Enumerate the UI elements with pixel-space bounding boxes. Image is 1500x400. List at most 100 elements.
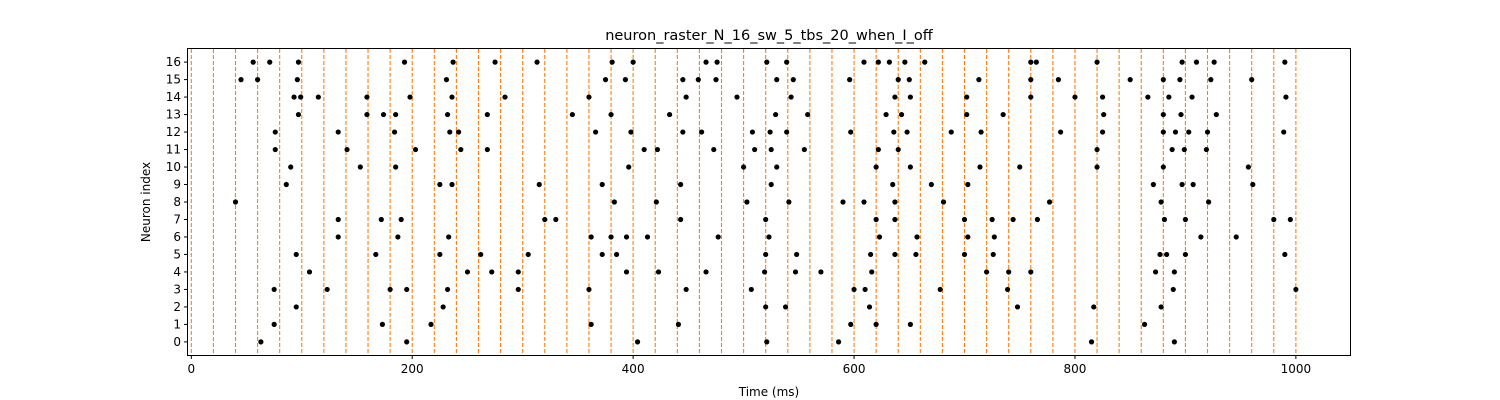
spike-point: [1158, 199, 1164, 205]
y-tick-label: 11: [166, 143, 181, 157]
spike-point: [1186, 129, 1192, 135]
spike-point: [734, 94, 740, 100]
spike-point: [1160, 164, 1166, 170]
spike-point: [380, 111, 387, 118]
spike-point: [391, 129, 398, 135]
spike-point: [873, 321, 879, 327]
spike-point: [443, 77, 450, 83]
spike-point: [293, 251, 299, 258]
spike-point: [907, 321, 913, 327]
spike-point: [990, 251, 996, 258]
spike-point: [773, 111, 779, 118]
spike-point: [291, 94, 297, 100]
spike-point: [1028, 59, 1034, 65]
y-tick-label: 12: [166, 125, 181, 139]
spike-point: [1166, 94, 1172, 100]
spike-point: [611, 199, 617, 205]
spike-point: [1094, 164, 1100, 170]
y-axis-title: Neuron index: [139, 162, 153, 242]
spike-point: [703, 59, 709, 65]
spike-point: [1000, 111, 1006, 118]
spike-point: [752, 146, 758, 153]
spike-point: [875, 59, 881, 65]
spike-point: [444, 111, 451, 118]
spike-point: [976, 77, 982, 83]
spike-point: [1160, 111, 1166, 118]
spike-point: [272, 146, 278, 153]
spike-point: [592, 129, 599, 135]
spike-point: [869, 269, 875, 275]
spike-point: [447, 129, 453, 135]
spike-point: [387, 286, 393, 293]
spike-point: [948, 129, 954, 135]
spike-point: [1099, 94, 1106, 100]
spike-point: [324, 286, 330, 293]
x-tick-label: 400: [622, 362, 645, 376]
spike-point: [272, 129, 278, 135]
x-tick-label: 1000: [1281, 362, 1312, 376]
spike-point: [250, 59, 256, 65]
spike-point: [801, 146, 807, 153]
spike-point: [766, 234, 772, 240]
spike-point: [913, 251, 919, 258]
spike-point: [315, 94, 321, 100]
spike-markers: [232, 59, 1299, 345]
spike-point: [680, 77, 686, 83]
spike-point: [862, 286, 868, 293]
spike-point: [1094, 59, 1100, 65]
spike-point: [1177, 77, 1183, 83]
spike-point: [794, 251, 800, 258]
spike-point: [393, 111, 399, 118]
spike-point: [1055, 77, 1061, 83]
x-tick-label: 0: [187, 362, 195, 376]
spike-point: [654, 146, 661, 153]
spike-point: [238, 77, 244, 83]
spike-point: [1028, 94, 1034, 100]
spike-point: [428, 321, 434, 327]
spike-point: [440, 304, 446, 310]
y-tick-label: 9: [173, 178, 181, 192]
spike-point: [437, 251, 443, 258]
spike-point: [1171, 269, 1177, 275]
spike-point: [1204, 129, 1211, 135]
spike-point: [805, 111, 811, 118]
spike-point: [695, 77, 701, 83]
spike-point: [1072, 94, 1078, 100]
spike-point: [861, 59, 867, 65]
spike-point: [404, 286, 410, 293]
spike-point: [868, 251, 874, 258]
spike-point: [774, 77, 780, 83]
spike-point: [1010, 216, 1016, 223]
spike-point: [484, 111, 490, 118]
spike-point: [1206, 199, 1212, 205]
spike-point: [788, 94, 794, 100]
spike-point: [892, 251, 898, 258]
spike-point: [678, 216, 684, 223]
spike-point: [861, 199, 867, 205]
spike-point: [1017, 164, 1023, 170]
spike-point: [1172, 129, 1179, 135]
spike-point: [536, 181, 542, 188]
spike-point: [784, 129, 790, 135]
spike-point: [964, 111, 970, 118]
y-tick-label: 10: [166, 160, 181, 174]
y-tick-label: 13: [166, 108, 181, 122]
spike-point: [515, 269, 521, 275]
spike-point: [680, 129, 686, 135]
spike-point: [740, 164, 747, 170]
spike-point: [478, 251, 484, 258]
spike-point: [784, 59, 790, 65]
spike-point: [792, 269, 799, 275]
spike-point: [401, 59, 408, 65]
spike-point: [764, 339, 770, 345]
spike-point: [892, 94, 898, 100]
spike-point: [818, 269, 824, 275]
spike-point: [357, 164, 363, 170]
spike-point: [456, 129, 462, 135]
spike-point: [1198, 234, 1204, 240]
spike-point: [464, 269, 471, 275]
chart-title: neuron_raster_N_16_sw_5_tbs_20_when_I_of…: [605, 28, 934, 44]
spike-point: [655, 269, 662, 275]
spike-point: [641, 146, 647, 153]
